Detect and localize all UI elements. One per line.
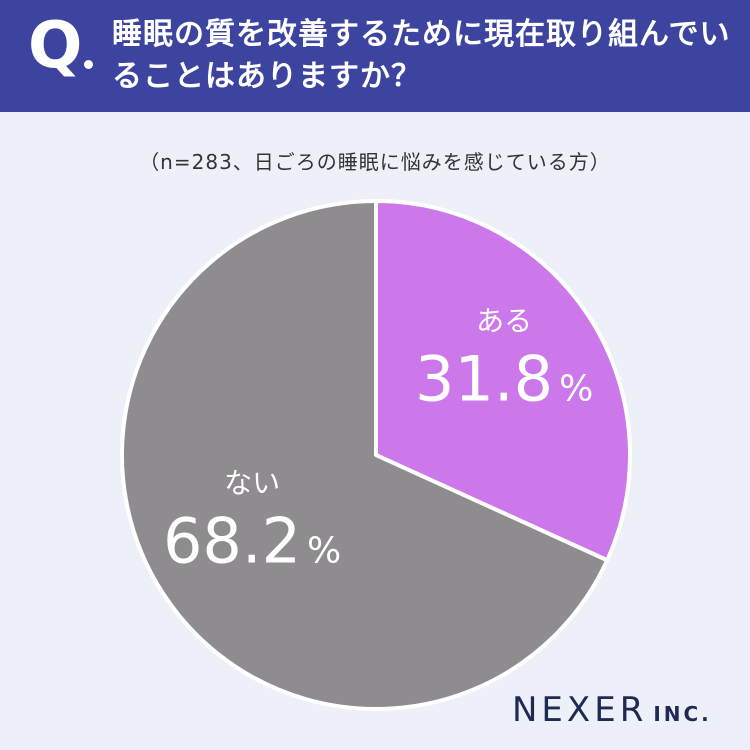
slice-value-0: 31.8% — [415, 343, 593, 416]
brand-suffix: INC. — [653, 702, 712, 726]
header-banner: Q 睡眠の質を改善するために現在取り組んでいることはありますか？ — [0, 0, 750, 112]
slice-label-0: ある — [476, 305, 532, 338]
brand-name: NEXER — [512, 690, 648, 730]
q-mark: Q — [28, 9, 83, 83]
slice-label-1: ない — [224, 467, 280, 500]
pie-slice-0 — [374, 199, 632, 563]
pie-slice-1 — [120, 199, 610, 711]
brand-logo: NEXER INC. — [512, 690, 712, 730]
question-text: 睡眠の質を改善するために現在取り組んでいることはありますか？ — [112, 17, 731, 94]
slice-value-1: 68.2% — [163, 505, 341, 578]
sample-note: （n=283、日ごろの睡眠に悩みを感じている方） — [139, 150, 611, 174]
q-dot — [84, 60, 93, 69]
